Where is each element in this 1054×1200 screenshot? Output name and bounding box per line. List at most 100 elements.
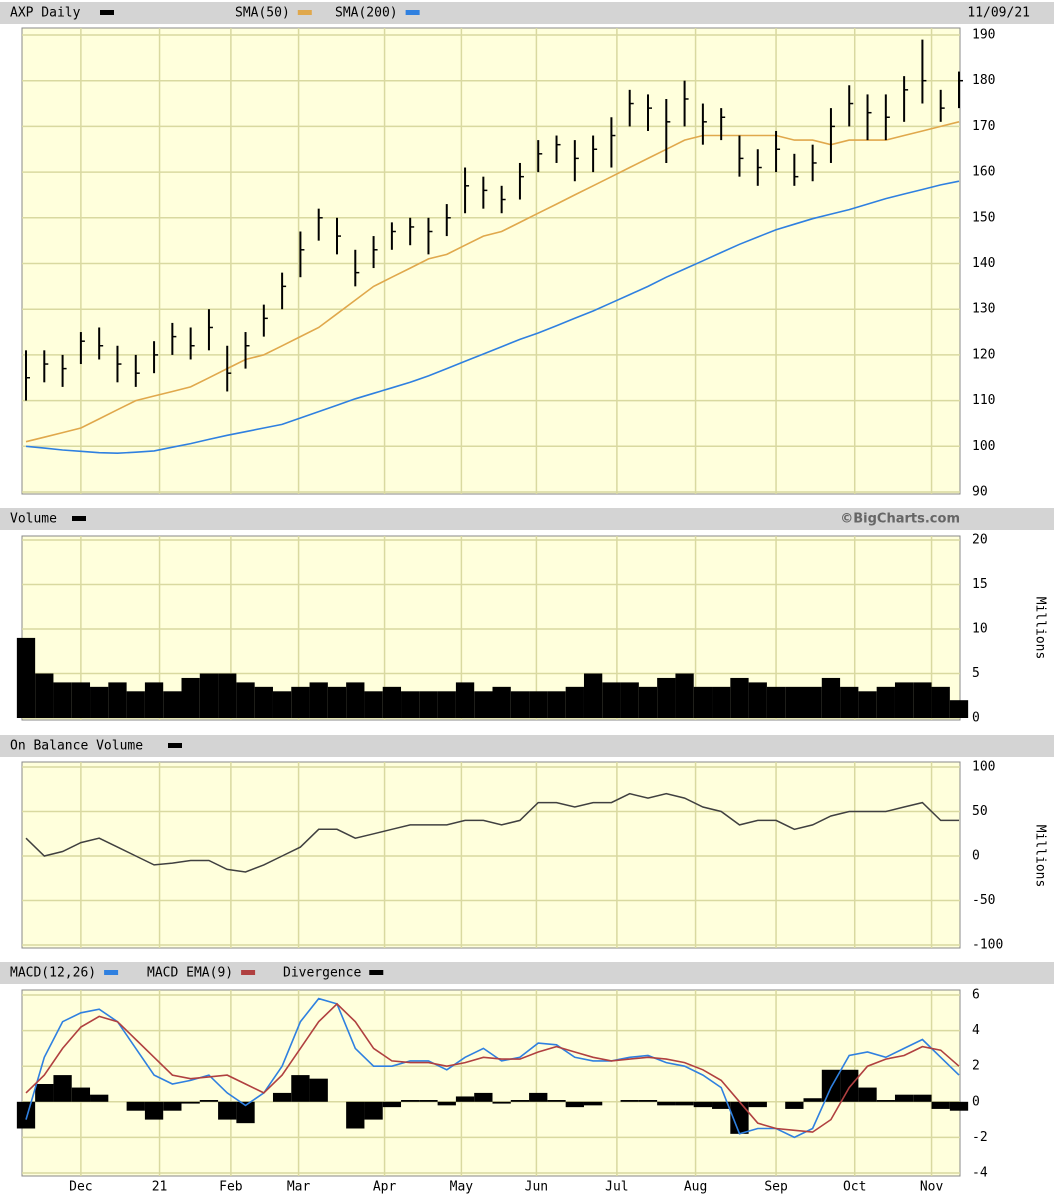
divergence-bar bbox=[291, 1075, 310, 1102]
volume-bar bbox=[108, 682, 127, 718]
y-tick-label: 110 bbox=[972, 393, 995, 408]
x-tick-label: Oct bbox=[843, 1180, 866, 1195]
panel-title: Volume bbox=[10, 512, 57, 527]
x-tick-label: Jul bbox=[605, 1180, 628, 1195]
volume-bar bbox=[309, 682, 328, 718]
volume-bar bbox=[858, 691, 877, 718]
x-tick-label: 21 bbox=[152, 1180, 168, 1195]
y-tick-label: 10 bbox=[972, 622, 988, 637]
legend-label: Divergence bbox=[283, 966, 361, 981]
divergence-bar bbox=[638, 1100, 658, 1102]
divergence-bar bbox=[346, 1101, 365, 1129]
divergence-bar bbox=[309, 1078, 328, 1102]
y-tick-label: 50 bbox=[972, 804, 988, 819]
y-tick-label: 150 bbox=[972, 210, 995, 225]
volume-bar bbox=[529, 691, 548, 718]
panel-title: On Balance Volume bbox=[10, 739, 143, 754]
volume-bar bbox=[547, 691, 566, 718]
y-tick-label: 100 bbox=[972, 760, 995, 775]
volume-bar bbox=[785, 686, 804, 718]
y-tick-label: 160 bbox=[972, 165, 995, 180]
volume-bar bbox=[291, 686, 310, 718]
divergence-bar bbox=[401, 1100, 420, 1102]
legend-swatch bbox=[104, 970, 119, 975]
y-tick-label: 6 bbox=[972, 988, 980, 1003]
date: 11/09/21 bbox=[967, 6, 1030, 21]
y-tick-label: -50 bbox=[972, 893, 995, 908]
volume-bar bbox=[931, 686, 950, 718]
y-tick-label: 15 bbox=[972, 577, 988, 592]
chart-title: AXP Daily bbox=[10, 6, 81, 21]
y-tick-label: 170 bbox=[972, 119, 995, 134]
plot-area bbox=[21, 761, 961, 949]
y-tick-label: 130 bbox=[972, 302, 995, 317]
volume-bar bbox=[949, 700, 969, 718]
legend-swatch bbox=[297, 10, 312, 15]
x-tick-label: Nov bbox=[920, 1180, 944, 1195]
legend-label: SMA(200) bbox=[335, 6, 398, 21]
volume-bar bbox=[730, 677, 749, 718]
divergence-bar bbox=[510, 1100, 530, 1102]
y-tick-label: 140 bbox=[972, 256, 995, 271]
divergence-bar bbox=[163, 1101, 182, 1111]
legend-label: SMA(50) bbox=[235, 6, 290, 21]
volume-bar bbox=[913, 682, 932, 718]
macd-line bbox=[25, 1002, 960, 1133]
volume-bar bbox=[236, 682, 255, 718]
divergence-bar bbox=[236, 1101, 255, 1124]
volume-bar bbox=[510, 691, 530, 718]
legend-label: MACD EMA(9) bbox=[147, 966, 233, 981]
divergence-bar bbox=[16, 1101, 36, 1129]
volume-bar bbox=[53, 682, 72, 718]
legend-swatch bbox=[405, 10, 420, 15]
volume-bar bbox=[126, 691, 145, 718]
divergence-bar bbox=[913, 1094, 932, 1102]
divergence-bar bbox=[949, 1101, 969, 1111]
legend-swatch bbox=[369, 970, 384, 975]
x-tick-label: Jun bbox=[525, 1180, 548, 1195]
header-bar bbox=[0, 2, 1054, 24]
volume-bar bbox=[364, 691, 383, 718]
divergence-bar bbox=[437, 1101, 456, 1106]
y-tick-label: -100 bbox=[972, 938, 1003, 953]
divergence-bar bbox=[53, 1075, 72, 1102]
volume-bar bbox=[876, 686, 895, 718]
divergence-bar bbox=[90, 1094, 109, 1102]
divergence-bar bbox=[547, 1100, 566, 1102]
divergence-bar bbox=[803, 1098, 822, 1102]
legend-swatch bbox=[168, 743, 182, 748]
volume-bar bbox=[712, 686, 731, 718]
y-tick-label: 0 bbox=[972, 711, 980, 726]
divergence-bar bbox=[858, 1087, 877, 1102]
macd-line bbox=[25, 997, 960, 1139]
volume-bar bbox=[803, 686, 822, 718]
volume-bar bbox=[583, 673, 603, 718]
volume-bar bbox=[218, 673, 237, 718]
sma-line bbox=[25, 180, 960, 455]
divergence-bar bbox=[199, 1100, 219, 1102]
volume-bar bbox=[565, 686, 584, 718]
volume-bar bbox=[748, 682, 767, 718]
header-bar bbox=[0, 508, 1054, 530]
divergence-bar bbox=[455, 1096, 475, 1102]
volume-bar bbox=[602, 682, 621, 718]
header-bar bbox=[0, 735, 1054, 757]
volume-bar bbox=[35, 673, 54, 718]
x-tick-label: Mar bbox=[287, 1180, 311, 1195]
legend-swatch bbox=[72, 516, 86, 521]
volume-bar bbox=[90, 686, 109, 718]
credit: ©BigCharts.com bbox=[840, 512, 960, 527]
volume-bar bbox=[16, 637, 36, 718]
y-tick-label: 90 bbox=[972, 485, 988, 500]
y-tick-label: 20 bbox=[972, 533, 988, 548]
y-axis-label: Millions bbox=[1033, 597, 1048, 660]
y-tick-label: 0 bbox=[972, 849, 980, 864]
volume-bar bbox=[455, 682, 475, 718]
volume-bar bbox=[346, 682, 365, 718]
volume-bar bbox=[254, 686, 273, 718]
x-tick-label: Dec bbox=[69, 1180, 92, 1195]
y-tick-label: 4 bbox=[972, 1023, 980, 1038]
divergence-bar bbox=[583, 1101, 603, 1106]
volume-bar bbox=[401, 691, 420, 718]
